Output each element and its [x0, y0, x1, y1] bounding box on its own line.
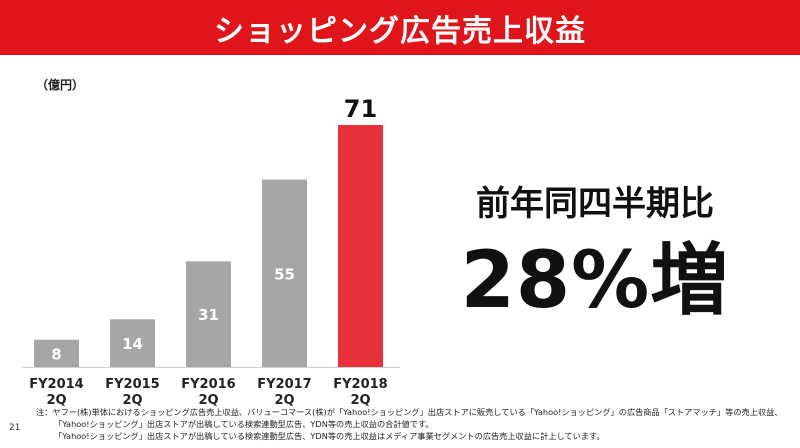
data-label: 8	[51, 345, 61, 363]
data-label: 31	[198, 306, 219, 324]
bar-fy2016	[186, 261, 231, 367]
x-tick-label: 2Q	[122, 393, 142, 408]
page-number: 21	[9, 423, 21, 433]
bar-fy2018	[338, 125, 383, 367]
bar-fy2015	[110, 319, 155, 367]
x-tick-label: FY2014	[29, 377, 83, 392]
x-tick-label: 2Q	[274, 393, 294, 408]
page-title: ショッピング広告売上収益	[214, 13, 586, 49]
x-tick-label: FY2017	[257, 377, 311, 392]
x-tick-label: 2Q	[46, 393, 66, 408]
bar-chart: 8FY20142Q14FY20152Q31FY20162Q55FY20172Q7…	[22, 95, 400, 408]
footnote-line: 「Yahoo!ショッピング」出店ストアが出稿している検索連動型広告、YDN等の売…	[54, 419, 434, 429]
data-label: 55	[274, 265, 295, 283]
x-tick-label: FY2016	[181, 377, 235, 392]
bar-fy2017	[262, 179, 307, 367]
footnote-line: 「Yahoo!ショッピング」出店ストアが出稿している検索連動型広告、YDN等の売…	[54, 431, 605, 441]
x-tick-label: 2Q	[350, 393, 370, 408]
x-tick-label: FY2015	[105, 377, 159, 392]
data-label: 14	[122, 335, 143, 353]
data-label: 71	[344, 95, 377, 123]
unit-label: （億円）	[36, 78, 85, 92]
x-tick-label: FY2018	[333, 377, 387, 392]
footnote-line: 注：ヤフー(株)単体におけるショッピング広告売上収益、バリューコマース(株)が「…	[36, 407, 783, 417]
headline-comparison-label: 前年同四半期比	[476, 184, 714, 224]
bar-fy2014	[34, 339, 79, 367]
x-tick-label: 2Q	[198, 393, 218, 408]
footnote: 注：ヤフー(株)単体におけるショッピング広告売上収益、バリューコマース(株)が「…	[36, 406, 783, 442]
headline-growth-value: 28%増	[460, 236, 730, 326]
title-bar: ショッピング広告売上収益	[0, 0, 800, 55]
